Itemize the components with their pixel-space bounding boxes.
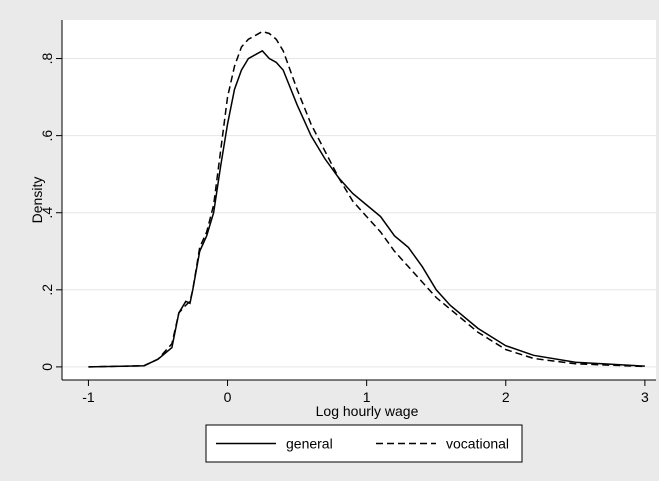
y-axis-title: Density — [29, 177, 45, 224]
y-tick-label: .4 — [39, 207, 55, 219]
legend-label: vocational — [446, 436, 509, 452]
x-tick-label: 1 — [363, 389, 371, 405]
x-tick-label: 3 — [641, 389, 649, 405]
x-tick-label: -1 — [82, 389, 95, 405]
x-tick-label: 0 — [224, 389, 232, 405]
y-tick-label: .8 — [39, 52, 55, 64]
y-tick-label: 0 — [39, 363, 55, 371]
series-line — [88, 49, 645, 368]
plot-area — [62, 20, 656, 380]
x-tick-label: 2 — [502, 389, 510, 405]
y-tick-label: .6 — [39, 130, 55, 142]
legend-label: general — [286, 436, 333, 452]
y-tick-label: .2 — [39, 284, 55, 296]
x-axis-title: Log hourly wage — [316, 403, 419, 419]
